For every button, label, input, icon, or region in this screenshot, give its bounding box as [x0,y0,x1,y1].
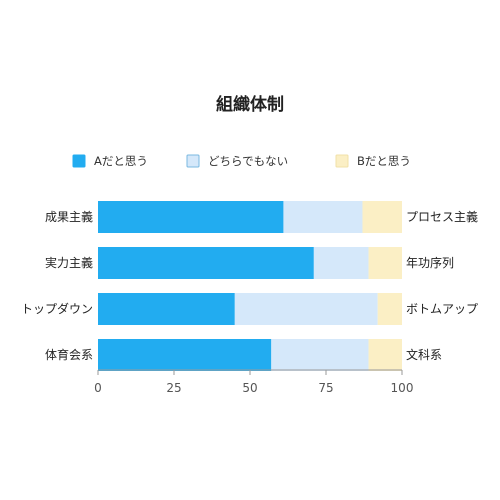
x-tick-label-5: 100 [391,381,414,395]
right-category-label-1: プロセス主義 [406,209,478,224]
right-category-label-4: 文科系 [406,347,442,362]
x-axis: 0 25 50 75 100 [94,369,414,395]
bar-segment-4-2 [271,339,369,371]
bar-segment-1-3 [362,201,402,233]
right-category-label-2: 年功序列 [406,255,454,270]
bar-segment-1-1 [98,201,284,233]
left-category-label-1: 成果主義 [45,209,93,224]
x-tick-label-2: 25 [166,381,181,395]
bar-segment-4-3 [368,339,402,371]
bar-segment-2-3 [368,247,402,279]
right-category-label-3: ボトムアップ [406,302,478,316]
legend: Aだと思う どちらでもない Bだと思う [72,154,411,168]
x-tick-label-3: 50 [242,381,257,395]
legend-swatch-1 [72,154,86,168]
legend-swatch-2 [186,154,200,168]
legend-label-3: Bだと思う [357,154,411,168]
bars [98,201,402,371]
bar-segment-3-3 [377,293,402,325]
left-category-label-2: 実力主義 [45,255,93,270]
legend-label-1: Aだと思う [94,154,148,168]
legend-label-2: どちらでもない [208,154,288,168]
bar-segment-2-1 [98,247,314,279]
x-tick-label-4: 75 [318,381,333,395]
left-category-label-4: 体育会系 [45,347,93,362]
x-tick-label-1: 0 [94,381,102,395]
bar-segment-4-1 [98,339,272,371]
legend-swatch-3 [335,154,349,168]
chart-title: 組織体制 [216,94,284,115]
bar-segment-2-2 [313,247,369,279]
bar-segment-3-2 [234,293,378,325]
left-category-label-3: トップダウン [21,301,93,316]
bar-segment-1-2 [283,201,363,233]
bar-segment-3-1 [98,293,235,325]
